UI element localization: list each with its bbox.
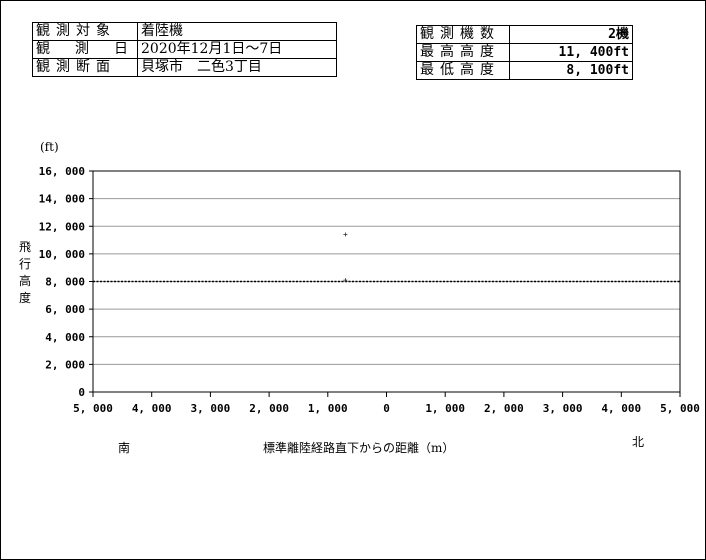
- info-value: 着陸機: [137, 22, 337, 41]
- grid-lines: [93, 198, 680, 365]
- y-tick-label: 4, 000: [45, 331, 85, 344]
- y-axis-label: 飛行高度: [19, 240, 31, 305]
- y-tick-label: 6, 000: [45, 303, 85, 316]
- info-label: 観測断面: [32, 58, 138, 77]
- y-tick-label: 16, 000: [39, 165, 85, 178]
- info-row-section: 観測断面 貝塚市 二色3丁目: [32, 58, 337, 77]
- info-row-date: 観測日 2020年12月1日～7日: [32, 40, 337, 59]
- data-point: [343, 232, 348, 237]
- y-axis-label-char: 高: [19, 273, 31, 288]
- y-tick-label: 14, 000: [39, 193, 85, 206]
- info-row-min: 最低高度 8, 100ft: [416, 61, 633, 80]
- y-tick-label: 10, 000: [39, 248, 85, 261]
- info-label: 最低高度: [416, 61, 510, 80]
- x-tick-label: 2, 000: [484, 402, 524, 415]
- info-row-target: 観測対象 着陸機: [32, 22, 337, 41]
- y-axis: 0 2, 000 4, 000 6, 000 8, 000 10, 000 12, 000 1…: [39, 165, 93, 399]
- x-tick-label: 1, 000: [308, 402, 348, 415]
- x-tick-label: 0: [383, 402, 390, 415]
- x-tick-label: 4, 000: [601, 402, 641, 415]
- x-tick-label: 5, 000: [73, 402, 113, 415]
- info-value: 8, 100ft: [509, 61, 633, 80]
- y-axis-label-char: 度: [19, 290, 31, 305]
- south-label: 南: [118, 440, 130, 455]
- data-points: [343, 232, 348, 283]
- info-value: 貝塚市 二色3丁目: [137, 58, 337, 77]
- x-tick-label: 5, 000: [660, 402, 700, 415]
- info-value: 11, 400ft: [509, 43, 633, 62]
- observation-info-table: 観測対象 着陸機 観測日 2020年12月1日～7日 観測断面 貝塚市 二色3丁…: [32, 22, 337, 77]
- y-tick-label: 12, 000: [39, 220, 85, 233]
- y-tick-label: 2, 000: [45, 358, 85, 371]
- x-tick-label: 4, 000: [132, 402, 172, 415]
- x-tick-label: 2, 000: [249, 402, 289, 415]
- y-axis-label-char: 行: [19, 257, 31, 271]
- y-tick-label: 8, 000: [45, 276, 85, 289]
- x-tick-label: 3, 000: [543, 402, 583, 415]
- info-row-max: 最高高度 11, 400ft: [416, 43, 633, 62]
- x-tick-label: 3, 000: [191, 402, 231, 415]
- y-axis-label-char: 飛: [19, 240, 31, 254]
- altitude-summary-table: 観測機数 2機 最高高度 11, 400ft 最低高度 8, 100ft: [416, 25, 633, 80]
- x-tick-label: 1, 000: [425, 402, 465, 415]
- x-axis: 5, 000 4, 000 3, 000 2, 000 1, 000 0 1, 000 2, …: [73, 392, 700, 415]
- y-unit-label: (ft): [40, 140, 59, 154]
- data-point: [343, 278, 348, 283]
- x-axis-label: 標準離陸経路直下からの距離（m）: [263, 440, 454, 455]
- north-label: 北: [632, 435, 644, 449]
- y-tick-label: 0: [78, 386, 85, 399]
